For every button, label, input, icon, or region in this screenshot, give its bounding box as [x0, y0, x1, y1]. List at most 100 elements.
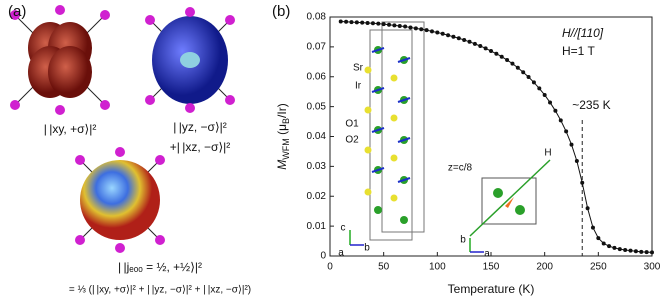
x-tick-label: 250 — [590, 262, 607, 273]
data-point — [639, 249, 644, 254]
data-point — [580, 180, 585, 185]
data-point — [499, 54, 504, 59]
data-point — [349, 20, 354, 25]
x-axis-label: Temperature (K) — [448, 282, 535, 296]
data-point — [483, 46, 488, 51]
data-point — [628, 248, 633, 253]
data-point — [505, 58, 510, 63]
data-point — [617, 247, 622, 252]
data-point — [392, 23, 397, 28]
data-point — [462, 38, 467, 43]
y-tick-label: 0.08 — [307, 12, 327, 23]
y-label-part: B — [281, 118, 291, 124]
caption: | |xy, +σ⟩|² — [44, 122, 97, 136]
data-point — [408, 25, 413, 30]
y-axis-label: MWFM (μB/Ir) — [275, 103, 291, 169]
data-point — [489, 49, 493, 54]
inset-label: H — [544, 148, 551, 159]
data-point — [574, 158, 579, 163]
data-point — [607, 244, 612, 249]
inset-label: c — [341, 223, 346, 234]
y-tick-label: 0.05 — [307, 101, 327, 112]
y-tick-label: 0.04 — [307, 131, 327, 142]
data-point — [650, 250, 654, 255]
inset-label: b — [460, 235, 466, 246]
data-point — [354, 20, 359, 25]
orbital-drawings — [10, 5, 235, 253]
data-point — [478, 43, 483, 48]
panel-label: (b) — [272, 3, 290, 20]
data-point — [446, 33, 451, 38]
y-tick-label: 0 — [320, 251, 326, 262]
data-point — [494, 51, 499, 56]
data-point — [612, 245, 617, 250]
x-tick-label: 200 — [536, 262, 553, 273]
x-tick-label: 300 — [644, 262, 661, 273]
data-point — [360, 20, 365, 25]
data-point — [526, 75, 531, 80]
data-point — [424, 28, 429, 33]
inset-label: O1 — [345, 119, 359, 130]
data-point — [564, 129, 569, 134]
transition-label: ~235 K — [572, 98, 610, 112]
data-point — [601, 241, 606, 246]
inset-label: a — [338, 248, 344, 259]
inset-label: z=c/8 — [448, 163, 473, 174]
data-point — [515, 65, 520, 70]
data-point — [623, 248, 628, 253]
y-label-part: WFM — [281, 138, 291, 160]
caption: | |jₑₒₒ = ½, +½⟩|² — [118, 260, 202, 274]
data-point — [585, 206, 590, 211]
x-tick-label: 0 — [327, 262, 333, 273]
data-point — [344, 19, 349, 24]
y-tick-label: 0.07 — [307, 42, 327, 53]
data-point — [370, 21, 375, 26]
data-point — [435, 30, 440, 35]
data-point — [451, 34, 456, 39]
data-point — [548, 100, 553, 105]
data-point — [387, 22, 392, 27]
y-tick-label: 0.06 — [307, 71, 327, 82]
data-point — [338, 19, 343, 24]
inset-label: Ir — [355, 81, 362, 92]
inset-label: a — [484, 249, 490, 260]
inset-label: O2 — [345, 135, 359, 146]
x-tick-label: 150 — [483, 262, 500, 273]
data-point — [531, 80, 536, 85]
caption: | |yz, −σ⟩|² — [173, 120, 227, 134]
data-point — [590, 225, 595, 230]
data-point — [472, 41, 477, 46]
data-point — [467, 39, 472, 44]
y-tick-label: 0.02 — [307, 191, 327, 202]
data-point — [429, 29, 434, 34]
inset-label: Sr — [353, 63, 364, 74]
y-label-part: M — [275, 160, 289, 170]
y-label-part: (μ — [275, 124, 289, 138]
caption: = ⅓ (| |xy, +σ⟩|² + | |yz, −σ⟩|² + | |xz… — [69, 285, 251, 296]
y-tick-label: 0.01 — [307, 221, 327, 232]
crystal-inset — [349, 21, 551, 253]
data-point — [569, 142, 574, 147]
data-point — [537, 86, 542, 91]
y-label-part: /Ir) — [275, 103, 289, 118]
x-tick-label: 50 — [378, 262, 390, 273]
data-point — [381, 22, 386, 27]
panel-label: (a) — [8, 3, 26, 20]
data-point — [510, 61, 515, 66]
inset-label: b — [364, 243, 370, 254]
data-point — [456, 36, 461, 41]
data-point — [633, 249, 638, 254]
data-point — [596, 236, 601, 241]
data-point — [413, 26, 418, 31]
data-point — [419, 27, 424, 32]
data-line — [340, 20, 653, 253]
data-point — [553, 108, 558, 113]
data-point — [542, 92, 547, 97]
data-point — [558, 118, 563, 123]
data-point — [440, 31, 445, 36]
data-point — [397, 23, 402, 28]
data-point — [644, 250, 649, 255]
y-tick-label: 0.03 — [307, 161, 327, 172]
caption: +| |xz, −σ⟩|² — [170, 140, 231, 154]
